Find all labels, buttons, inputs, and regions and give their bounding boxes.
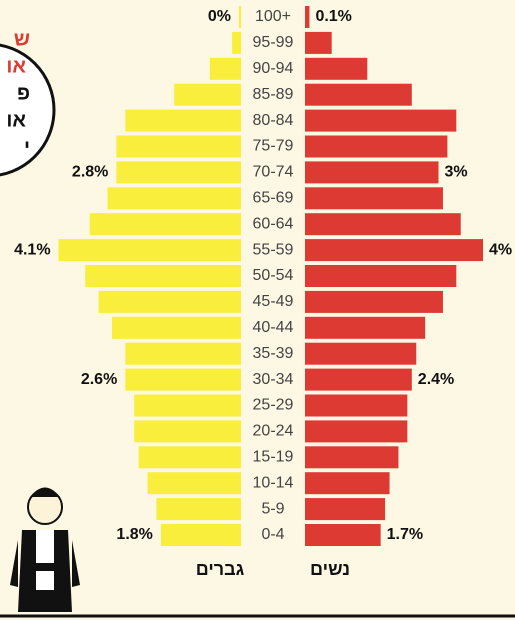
badge-text: או xyxy=(6,109,26,131)
category-label: 100+ xyxy=(255,8,291,25)
bar xyxy=(305,213,461,235)
category-label: 25-29 xyxy=(253,397,294,414)
bar xyxy=(210,58,241,80)
value-label: 2.6% xyxy=(81,371,117,388)
value-label: 1.8% xyxy=(116,526,152,543)
category-label: 65-69 xyxy=(253,190,294,207)
bar xyxy=(305,498,385,520)
chart: גברים נשים ש או פ או י 100+ 0% 0.1% 95-99 90-94 85… xyxy=(0,0,515,620)
category-label: 75-79 xyxy=(253,138,294,155)
value-label: 4.1% xyxy=(14,241,50,258)
bar xyxy=(305,84,412,106)
category-label: 70-74 xyxy=(253,164,294,181)
bar xyxy=(305,395,407,417)
bar xyxy=(85,265,241,287)
value-label: 2.4% xyxy=(418,371,454,388)
bar xyxy=(305,58,367,80)
bar xyxy=(239,6,241,28)
category-label: 95-99 xyxy=(253,34,294,51)
bar xyxy=(305,265,456,287)
category-label: 35-39 xyxy=(253,345,294,362)
bar xyxy=(305,472,390,494)
value-label: 4% xyxy=(489,241,512,258)
value-label: 1.7% xyxy=(387,526,423,543)
bar xyxy=(161,524,241,546)
bar xyxy=(305,291,443,313)
bar xyxy=(305,6,309,28)
bar xyxy=(305,136,447,158)
bar xyxy=(174,84,241,106)
category-label: 15-19 xyxy=(253,449,294,466)
bar xyxy=(125,369,241,391)
bar xyxy=(59,239,241,261)
category-label: 90-94 xyxy=(253,60,294,77)
bar xyxy=(139,446,241,468)
bar xyxy=(112,317,241,339)
bar xyxy=(305,446,398,468)
legend-label: גברים xyxy=(196,559,245,579)
bar xyxy=(305,420,407,442)
bar xyxy=(232,32,241,54)
category-label: 40-44 xyxy=(253,319,294,336)
value-label: 3% xyxy=(445,164,468,181)
bar xyxy=(90,213,241,235)
category-label: 50-54 xyxy=(253,267,294,284)
bar xyxy=(125,110,241,132)
bar xyxy=(305,369,412,391)
bar xyxy=(148,472,241,494)
value-label: 0.1% xyxy=(315,8,351,25)
category-label: 55-59 xyxy=(253,241,294,258)
value-label: 0% xyxy=(208,8,231,25)
bar xyxy=(305,32,332,54)
bar xyxy=(305,524,381,546)
category-label: 20-24 xyxy=(253,423,294,440)
badge-text: פ xyxy=(17,82,30,104)
category-label: 45-49 xyxy=(253,293,294,310)
category-label: 10-14 xyxy=(253,474,294,491)
bar xyxy=(305,187,443,209)
category-label: 80-84 xyxy=(253,112,294,129)
category-label: 85-89 xyxy=(253,86,294,103)
bar xyxy=(99,291,241,313)
bar xyxy=(305,110,456,132)
category-label: 0-4 xyxy=(261,526,284,543)
category-label: 60-64 xyxy=(253,215,294,232)
bar xyxy=(305,239,483,261)
bar xyxy=(116,136,241,158)
value-label: 2.8% xyxy=(72,164,108,181)
bar xyxy=(156,498,241,520)
badge-text: ש xyxy=(14,28,30,50)
bar xyxy=(134,420,241,442)
bar xyxy=(125,343,241,365)
badge-text: י xyxy=(24,136,30,158)
category-label: 5-9 xyxy=(261,500,284,517)
bar xyxy=(108,187,242,209)
bar xyxy=(134,395,241,417)
bar xyxy=(305,343,416,365)
bar xyxy=(116,161,241,183)
bar xyxy=(305,317,425,339)
bar xyxy=(305,161,439,183)
category-label: 30-34 xyxy=(253,371,294,388)
legend-label: נשים xyxy=(310,559,350,579)
badge-text: או xyxy=(6,55,26,77)
